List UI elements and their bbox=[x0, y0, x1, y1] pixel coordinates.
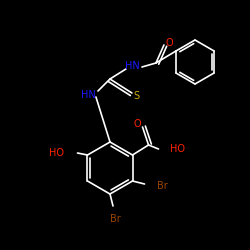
Text: HN: HN bbox=[124, 61, 139, 71]
Text: Br: Br bbox=[110, 214, 120, 224]
Text: Br: Br bbox=[156, 181, 167, 191]
Text: HN: HN bbox=[80, 90, 95, 100]
Text: HO: HO bbox=[50, 148, 64, 158]
Text: O: O bbox=[134, 119, 141, 129]
Text: HO: HO bbox=[170, 144, 184, 154]
Text: O: O bbox=[165, 38, 173, 48]
Text: S: S bbox=[133, 91, 139, 101]
